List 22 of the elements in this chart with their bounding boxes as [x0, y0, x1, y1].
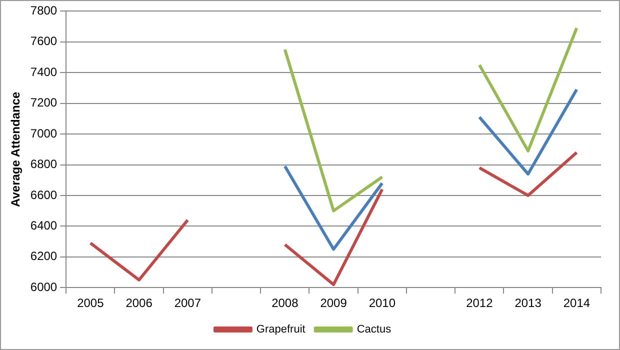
x-tick-label: 2013	[514, 296, 542, 310]
x-tick-label: 2005	[77, 296, 104, 310]
y-tick-label: 7600	[30, 34, 58, 48]
x-tick-label: 2012	[466, 296, 494, 310]
y-tick-label: 6000	[30, 280, 58, 294]
x-tick-label: 2007	[174, 296, 202, 310]
y-tick-label: 6400	[30, 218, 58, 232]
x-tick-label: 2008	[272, 296, 299, 310]
y-tick-label: 7800	[30, 4, 58, 18]
y-axis-title: Average Attendance	[8, 92, 23, 207]
y-tick-label: 7400	[30, 64, 58, 79]
y-tick-label: 6600	[30, 188, 58, 202]
y-tick-label: 7000	[30, 126, 58, 140]
legend-label: Grapefruit	[256, 324, 306, 336]
x-tick-label: 2014	[563, 296, 590, 310]
x-tick-label: 2009	[320, 296, 348, 310]
x-tick-label: 2010	[368, 296, 396, 310]
x-tick-label: 2006	[126, 296, 153, 310]
y-tick-label: 6200	[30, 249, 58, 264]
legend-label: Cactus	[356, 324, 392, 336]
y-tick-label: 6800	[30, 157, 58, 172]
y-tick-label: 7200	[30, 96, 58, 110]
